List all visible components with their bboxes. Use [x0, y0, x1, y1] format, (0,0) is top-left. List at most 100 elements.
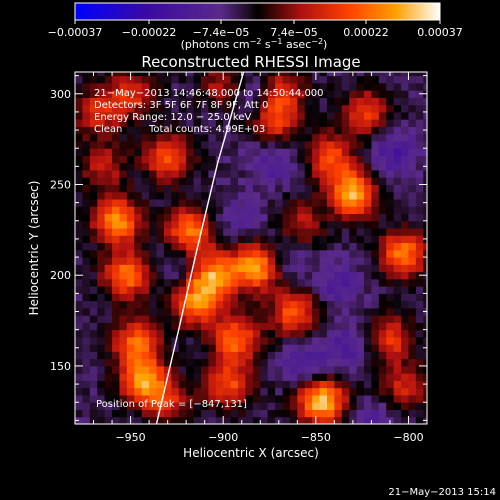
heatmap-cell	[326, 90, 335, 98]
heatmap-cell	[326, 162, 335, 171]
heatmap-cell	[230, 119, 239, 127]
heatmap-cell	[119, 72, 128, 77]
heatmap-cell	[163, 322, 172, 331]
heatmap-cell	[112, 162, 120, 171]
heatmap-cell	[334, 162, 343, 171]
heatmap-cell	[178, 358, 187, 367]
heatmap-cell	[326, 220, 335, 229]
heatmap-cell	[163, 358, 172, 367]
heatmap-cell	[238, 155, 246, 164]
heatmap-cell	[186, 286, 195, 294]
heatmap-cell	[193, 329, 202, 338]
heatmap-cell	[423, 365, 427, 374]
heatmap-cell	[119, 365, 128, 374]
heatmap-cell	[393, 387, 402, 396]
heatmap-cell	[378, 119, 387, 127]
heatmap-cell	[326, 213, 335, 222]
heatmap-cell	[423, 293, 427, 302]
heatmap-cell	[393, 300, 402, 309]
heatmap-cell	[326, 111, 335, 120]
heatmap-cell	[193, 111, 202, 120]
heatmap-cell	[267, 126, 276, 135]
heatmap-cell	[386, 97, 395, 106]
heatmap-cell	[112, 206, 120, 215]
heatmap-cell	[371, 148, 380, 156]
heatmap-cell	[415, 402, 424, 410]
heatmap-cell	[267, 235, 276, 244]
heatmap-cell	[423, 220, 427, 229]
heatmap-cell	[178, 242, 187, 251]
heatmap-cell	[415, 162, 424, 171]
heatmap-cell	[356, 365, 365, 374]
heatmap-cell	[171, 177, 180, 185]
heatmap-cell	[238, 257, 246, 265]
heatmap-cell	[401, 213, 409, 222]
heatmap-cell	[238, 336, 246, 345]
heatmap-cell	[156, 199, 165, 207]
heatmap-cell	[178, 387, 187, 396]
heatmap-cell	[334, 344, 343, 352]
heatmap-cell	[275, 184, 283, 193]
heatmap-cell	[230, 82, 239, 91]
heatmap-cell	[275, 126, 283, 135]
heatmap-cell	[297, 169, 306, 178]
heatmap-cell	[215, 351, 224, 360]
heatmap-cell	[319, 90, 328, 98]
heatmap-cell	[134, 264, 143, 273]
heatmap-cell	[275, 177, 283, 185]
heatmap-cell	[178, 416, 187, 424]
heatmap-cell	[97, 344, 106, 352]
heatmap-cell	[371, 184, 380, 193]
heatmap-cell	[341, 104, 350, 113]
heatmap-cell	[186, 257, 195, 265]
heatmap-cell	[334, 235, 343, 244]
heatmap-cell	[126, 184, 135, 193]
heatmap-cell	[75, 315, 83, 323]
heatmap-cell	[163, 315, 172, 323]
heatmap-cell	[282, 228, 291, 236]
heatmap-cell	[393, 329, 402, 338]
heatmap-cell	[238, 315, 246, 323]
heatmap-cell	[89, 264, 98, 273]
heatmap-cell	[326, 402, 335, 410]
heatmap-cell	[223, 329, 232, 338]
heatmap-cell	[186, 162, 195, 171]
heatmap-cell	[415, 365, 424, 374]
heatmap-cell	[156, 344, 165, 352]
heatmap-cell	[126, 271, 135, 280]
heatmap-cell	[282, 373, 291, 381]
heatmap-cell	[326, 148, 335, 156]
chart-title: Reconstructed RHESSI Image	[141, 53, 360, 71]
heatmap-cell	[312, 140, 321, 149]
heatmap-cell	[401, 228, 409, 236]
heatmap-cell	[289, 365, 298, 374]
heatmap-cell	[126, 358, 135, 367]
heatmap-cell	[260, 409, 269, 418]
heatmap-cell	[393, 293, 402, 302]
heatmap-cell	[171, 184, 180, 193]
heatmap-cell	[75, 155, 83, 164]
heatmap-cell	[334, 199, 343, 207]
heatmap-cell	[200, 191, 209, 200]
heatmap-cell	[356, 416, 365, 424]
heatmap-cell	[89, 140, 98, 149]
y-tick-label: 150	[50, 360, 71, 373]
heatmap-cell	[163, 329, 172, 338]
heatmap-cell	[252, 155, 261, 164]
heatmap-cell	[275, 358, 283, 367]
heatmap-cell	[415, 140, 424, 149]
heatmap-cell	[349, 199, 358, 207]
heatmap-cell	[208, 293, 217, 302]
heatmap-cell	[356, 322, 365, 331]
heatmap-cell	[297, 162, 306, 171]
heatmap-cell	[97, 300, 106, 309]
heatmap-cell	[408, 126, 417, 135]
heatmap-cell	[371, 416, 380, 424]
heatmap-cell	[408, 242, 417, 251]
heatmap-cell	[371, 155, 380, 164]
heatmap-cell	[326, 97, 335, 106]
heatmap-cell	[312, 213, 321, 222]
heatmap-cell	[104, 82, 113, 91]
heatmap-cell	[245, 235, 254, 244]
heatmap-cell	[326, 271, 335, 280]
